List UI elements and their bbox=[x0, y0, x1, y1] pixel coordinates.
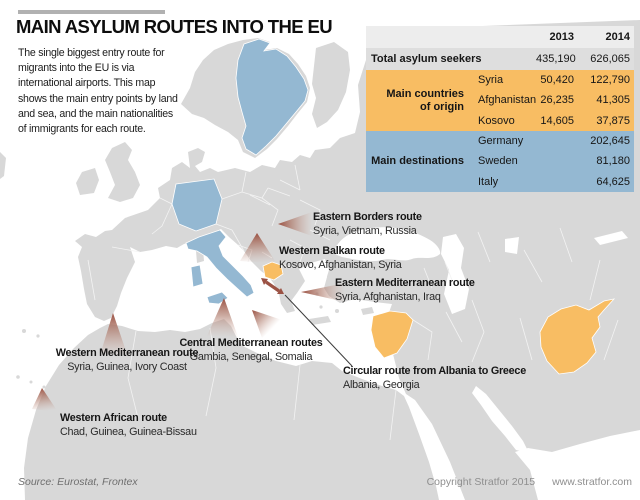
origin-section-label: Main countries of origin bbox=[386, 87, 464, 113]
route-label-central-mediterranean: Central Mediterranean routes Gambia, Sen… bbox=[179, 337, 323, 363]
route-label-eastern-borders: Eastern Borders route Syria, Vietnam, Ru… bbox=[313, 211, 422, 237]
black-sea bbox=[333, 227, 441, 262]
total-2014-value: 626,065 bbox=[590, 53, 630, 65]
route-label-circular-albania-greece: Circular route from Albania to Greece Al… bbox=[343, 365, 526, 391]
route-arrow-western-med bbox=[100, 313, 128, 357]
total-asylum-row: Total asylum seekers 435,190 626,065 bbox=[366, 48, 634, 70]
route-arrow-western-balkan bbox=[240, 233, 277, 264]
value-2014: 202,645 bbox=[590, 135, 630, 148]
destinations-section: Main destinations Germany 202,645 Sweden… bbox=[366, 131, 634, 192]
origin-countries-section: Main countries of origin Syria 50,420 12… bbox=[366, 70, 634, 131]
afghanistan-shape bbox=[539, 298, 616, 375]
origin-row-syria: Syria 50,420 122,790 bbox=[474, 70, 634, 90]
route-label-western-african: Western African route Chad, Guinea, Guin… bbox=[60, 412, 197, 438]
aral-sea bbox=[505, 237, 519, 254]
title-accent-bar bbox=[18, 10, 165, 14]
country-name: Germany bbox=[478, 135, 524, 148]
circular-route-arrow bbox=[261, 278, 284, 294]
circular-route-leader-line bbox=[284, 294, 353, 367]
country-name: Italy bbox=[478, 175, 499, 188]
table-header-row: 2013 2014 bbox=[366, 26, 634, 48]
italy-shape bbox=[185, 229, 255, 298]
country-name: Sweden bbox=[478, 155, 518, 168]
destination-row-germany: Germany 202,645 bbox=[474, 131, 634, 151]
atlantic-islands bbox=[16, 329, 46, 389]
year-column-header: 2014 bbox=[605, 31, 630, 43]
year-column-header: 2013 bbox=[549, 31, 574, 43]
caspian-sea bbox=[441, 234, 469, 314]
ireland-shape bbox=[76, 168, 99, 195]
sweden-shape bbox=[235, 38, 309, 156]
intro-paragraph: The single biggest entry route for migra… bbox=[18, 46, 178, 137]
destination-row-italy: Italy 64,625 bbox=[474, 172, 634, 192]
value-2014: 37,875 bbox=[596, 114, 630, 127]
intro-line: The single biggest entry route for bbox=[18, 47, 165, 59]
origin-row-kosovo: Kosovo 14,605 37,875 bbox=[474, 111, 634, 131]
syria-shape bbox=[370, 310, 414, 359]
africa-landmass bbox=[24, 319, 439, 500]
country-name: Syria bbox=[478, 74, 504, 87]
route-arrow-central-med-1 bbox=[207, 298, 238, 337]
website-url: www.stratfor.com bbox=[552, 476, 632, 488]
country-borders bbox=[87, 164, 619, 441]
intro-line: and sea, and the main nationalities bbox=[18, 107, 173, 120]
route-arrow-central-med-2 bbox=[252, 310, 282, 338]
route-label-western-mediterranean: Western Mediterranean route Syria, Guine… bbox=[55, 347, 199, 373]
cyprus-shape bbox=[361, 307, 374, 315]
value-2014: 64,625 bbox=[596, 175, 630, 188]
persian-gulf bbox=[472, 386, 529, 453]
left-edge-land bbox=[0, 152, 6, 179]
sardinia-shape bbox=[190, 264, 204, 288]
intro-line: of immigrants for each route. bbox=[18, 123, 146, 136]
route-label-eastern-mediterranean: Eastern Mediterranean route Syria, Afgha… bbox=[335, 277, 475, 303]
lake-balkhash bbox=[594, 231, 628, 245]
copyright-text: Copyright Stratfor 2015 bbox=[426, 476, 536, 488]
intro-line: migrants into the EU is via bbox=[18, 62, 135, 75]
total-row-label: Total asylum seekers bbox=[371, 53, 482, 65]
germany-shape bbox=[171, 178, 223, 232]
value-2013: 14,605 bbox=[540, 114, 574, 127]
uk-shape bbox=[105, 142, 140, 202]
intro-line: international airports. This map bbox=[18, 77, 156, 90]
value-2014: 41,305 bbox=[596, 94, 630, 107]
finland bbox=[312, 42, 350, 128]
crete-shape bbox=[309, 316, 331, 325]
route-arrow-western-african bbox=[32, 388, 58, 412]
destinations-section-label: Main destinations bbox=[371, 155, 464, 167]
total-2013-value: 435,190 bbox=[536, 53, 576, 65]
value-2013: 26,235 bbox=[540, 94, 574, 107]
asylum-statistics-table: 2013 2014 Total asylum seekers 435,190 6… bbox=[366, 26, 634, 192]
copyright-credit: Copyright Stratfor 2015 www.stratfor.com bbox=[427, 476, 632, 488]
destination-row-sweden: Sweden 81,180 bbox=[474, 151, 634, 171]
origin-row-afghanistan: Afghanistan 26,235 41,305 bbox=[474, 90, 634, 110]
value-2014: 81,180 bbox=[596, 155, 630, 168]
value-2013: 50,420 bbox=[540, 74, 574, 87]
route-arrow-eastern-borders bbox=[278, 212, 312, 236]
country-name: Kosovo bbox=[478, 114, 515, 127]
route-arrow-eastern-med bbox=[301, 283, 345, 302]
intro-line: shows the main entry points by land bbox=[18, 92, 178, 105]
route-label-western-balkan: Western Balkan route Kosovo, Afghanistan… bbox=[279, 245, 402, 271]
page-title: MAIN ASYLUM ROUTES INTO THE EU bbox=[16, 16, 333, 37]
value-2014: 122,790 bbox=[590, 74, 630, 87]
country-name: Afghanistan bbox=[478, 94, 537, 107]
source-credit: Source: Eurostat, Frontex bbox=[18, 476, 138, 488]
